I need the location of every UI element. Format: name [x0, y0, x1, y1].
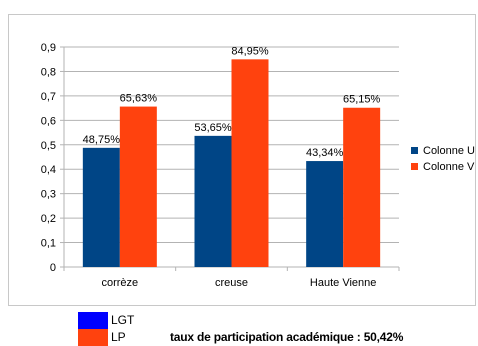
participation-rate: taux de participation académique : 50,42… — [170, 330, 404, 344]
y-tick-label: 0,4 — [41, 164, 56, 176]
lgt-label: LGT — [111, 313, 135, 327]
data-label: 43,34% — [306, 147, 344, 159]
y-tick-label: 0,3 — [41, 189, 56, 201]
data-label: 65,63% — [120, 93, 158, 105]
bar-colonne-u — [306, 161, 344, 267]
lp-label: LP — [111, 330, 126, 344]
data-label: 65,15% — [343, 94, 381, 106]
category-label: corrèze — [101, 277, 138, 289]
chart-frame: 0 0,1 0,2 0,3 0,4 0,5 0,6 0,7 0,8 0,9 48,75% 65,63%… — [8, 14, 476, 306]
bar-chart: 0 0,1 0,2 0,3 0,4 0,5 0,6 0,7 0,8 0,9 48,75% 65,63%… — [41, 42, 475, 289]
y-tick-label: 0,2 — [41, 213, 56, 225]
data-label: 84,95% — [231, 45, 269, 57]
bar-colonne-v — [119, 106, 157, 268]
y-tick-label: 0,9 — [41, 42, 56, 54]
bar-colonne-v — [343, 107, 381, 267]
y-tick-label: 0,7 — [41, 91, 56, 103]
y-tick-label: 0,6 — [41, 115, 56, 127]
legend-swatch — [411, 163, 418, 170]
bar-colonne-u — [194, 135, 232, 267]
bar-colonne-u — [82, 147, 120, 267]
category-label: Haute Vienne — [310, 277, 376, 289]
legend-label: Colonne V — [423, 161, 475, 173]
data-label: 48,75% — [83, 134, 121, 146]
data-label: 53,65% — [194, 122, 232, 134]
legend-label: Colonne U — [423, 145, 475, 157]
bar-colonne-v — [231, 59, 269, 267]
y-tick-label: 0,5 — [41, 140, 56, 152]
legend-swatch — [411, 147, 418, 154]
lp-swatch — [78, 329, 108, 346]
category-label: creuse — [215, 277, 248, 289]
y-tick-label: 0,1 — [41, 238, 56, 250]
y-tick-label: 0 — [50, 262, 56, 274]
lgt-swatch — [78, 312, 108, 329]
y-tick-label: 0,8 — [41, 66, 56, 78]
